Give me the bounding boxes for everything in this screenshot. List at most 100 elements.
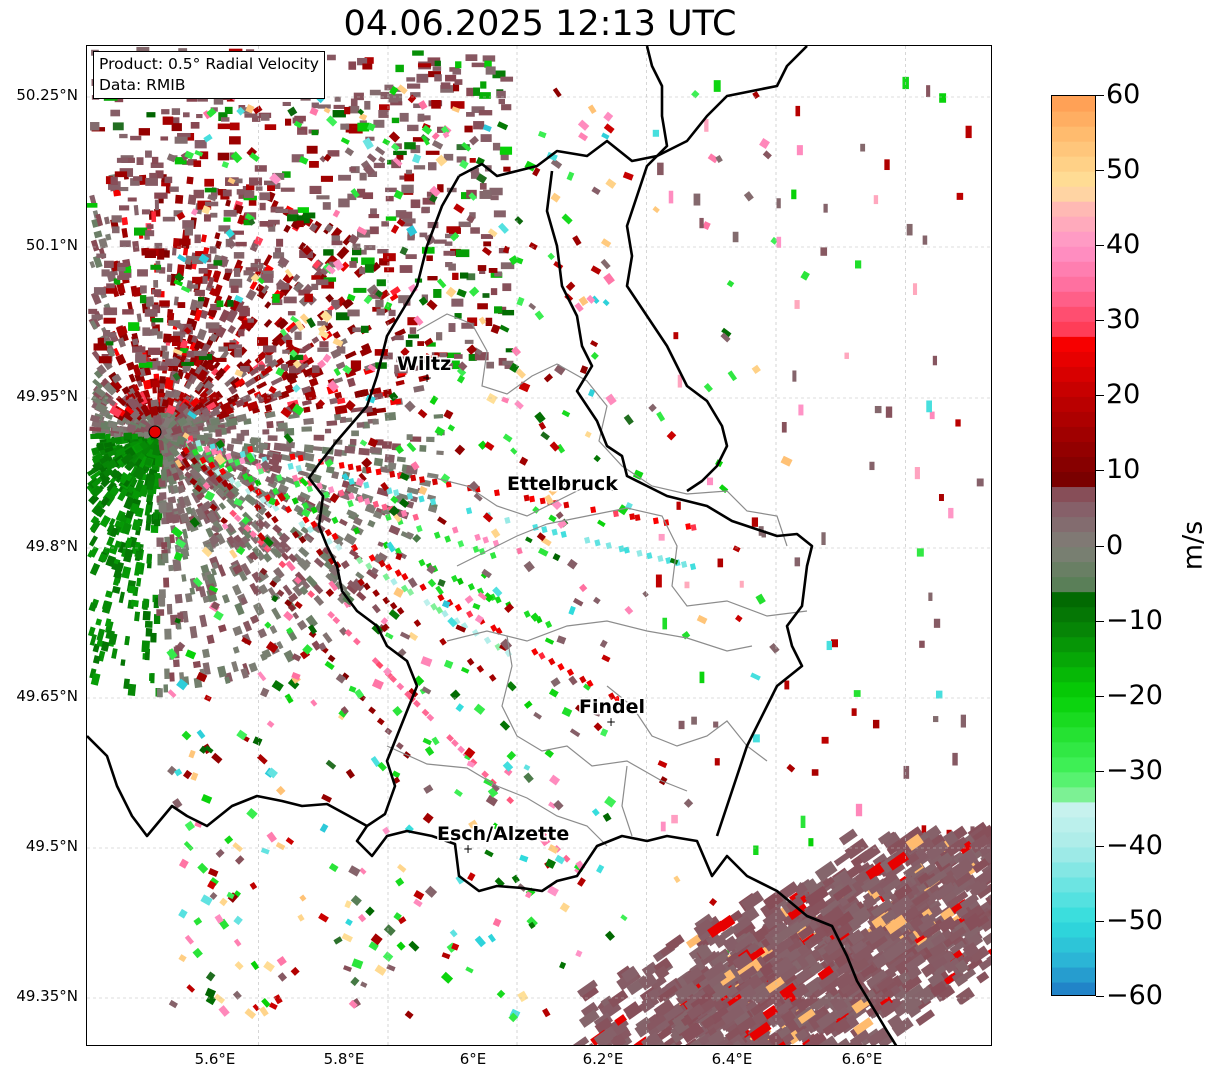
velocity-echo — [457, 745, 466, 754]
velocity-echo — [259, 496, 267, 504]
radar-map[interactable]: + Wiltz + Ettelbruck + Findel + Esch/Alzette — [86, 45, 992, 1046]
velocity-echo — [241, 637, 252, 646]
velocity-echo — [238, 329, 245, 337]
velocity-echo — [658, 533, 665, 541]
velocity-echo — [921, 825, 927, 839]
velocity-echo — [946, 890, 969, 909]
velocity-echo — [292, 359, 302, 369]
velocity-echo — [186, 984, 196, 993]
velocity-echo — [184, 471, 193, 479]
velocity-echo — [641, 961, 659, 978]
velocity-echo — [426, 299, 438, 311]
velocity-echo — [406, 588, 415, 596]
velocity-echo — [301, 399, 312, 406]
velocity-echo — [474, 533, 481, 541]
velocity-echo — [263, 254, 273, 267]
velocity-echo — [364, 264, 374, 273]
velocity-echo — [172, 389, 182, 400]
velocity-echo — [234, 961, 244, 971]
velocity-echo — [152, 380, 160, 388]
velocity-echo — [506, 796, 515, 805]
velocity-echo — [234, 399, 245, 408]
velocity-echo — [385, 216, 397, 221]
velocity-echo — [166, 263, 173, 273]
velocity-echo — [92, 461, 103, 471]
velocity-echo — [195, 439, 202, 447]
velocity-echo — [254, 258, 261, 264]
velocity-echo — [93, 230, 103, 239]
latitude-label: 49.65°N — [16, 687, 78, 705]
velocity-echo — [297, 913, 305, 922]
velocity-echo — [348, 127, 363, 134]
velocity-echo — [882, 877, 902, 895]
velocity-echo — [713, 721, 719, 728]
velocity-echo — [566, 558, 578, 570]
velocity-echo — [283, 224, 291, 233]
velocity-echo — [548, 514, 557, 523]
district-border — [501, 635, 688, 792]
velocity-echo — [486, 361, 495, 369]
velocity-echo — [613, 1022, 629, 1038]
velocity-echo — [516, 296, 525, 307]
velocity-echo — [228, 344, 243, 349]
velocity-echo — [119, 133, 128, 139]
velocity-echo — [469, 212, 476, 219]
velocity-echo — [233, 514, 242, 523]
velocity-echo — [955, 906, 969, 919]
velocity-echo — [226, 523, 236, 534]
velocity-echo — [334, 96, 341, 102]
velocity-echo — [481, 568, 492, 579]
velocity-echo — [394, 335, 404, 341]
velocity-echo — [572, 597, 584, 607]
velocity-echo — [866, 1026, 890, 1045]
velocity-echo — [431, 478, 438, 486]
velocity-echo — [265, 499, 273, 508]
velocity-echo — [559, 961, 567, 970]
velocity-echo — [90, 515, 100, 525]
velocity-echo — [357, 122, 370, 132]
velocity-echo — [469, 758, 478, 767]
velocity-echo — [217, 564, 227, 577]
velocity-echo — [245, 554, 255, 564]
velocity-echo — [228, 476, 236, 485]
velocity-echo — [338, 489, 345, 497]
velocity-echo — [199, 614, 208, 628]
velocity-echo — [174, 768, 183, 777]
velocity-echo — [554, 363, 566, 376]
velocity-echo — [316, 399, 326, 408]
velocity-echo — [502, 761, 514, 772]
velocity-echo — [551, 528, 558, 536]
velocity-echo — [419, 476, 425, 483]
velocity-echo — [251, 546, 263, 557]
velocity-echo — [182, 407, 191, 415]
velocity-echo — [142, 379, 153, 390]
velocity-echo — [299, 491, 311, 501]
velocity-echo — [357, 578, 365, 587]
velocity-echo — [721, 1004, 745, 1026]
velocity-echo — [317, 104, 331, 109]
velocity-echo — [445, 74, 457, 82]
velocity-echo — [127, 585, 136, 594]
velocity-echo — [313, 434, 325, 441]
colorbar-band — [1052, 726, 1095, 743]
colorbar-band — [1052, 621, 1095, 638]
velocity-echo — [164, 376, 174, 390]
velocity-echo — [124, 635, 131, 646]
velocity-echo — [484, 441, 495, 451]
velocity-echo — [394, 569, 402, 577]
velocity-echo — [771, 956, 794, 978]
velocity-echo — [594, 539, 601, 547]
colorbar-band — [1052, 186, 1095, 202]
velocity-echo — [284, 370, 299, 383]
velocity-echo — [553, 799, 564, 811]
velocity-echo — [178, 48, 188, 54]
velocity-echo — [926, 85, 931, 98]
colorbar-band — [1052, 966, 1095, 983]
velocity-echo — [368, 941, 379, 951]
velocity-echo — [734, 933, 757, 952]
velocity-echo — [240, 429, 250, 436]
city-marker-icon: + — [556, 477, 566, 491]
velocity-echo — [761, 530, 766, 538]
city-label: Wiltz — [397, 353, 451, 375]
velocity-echo — [290, 966, 300, 976]
